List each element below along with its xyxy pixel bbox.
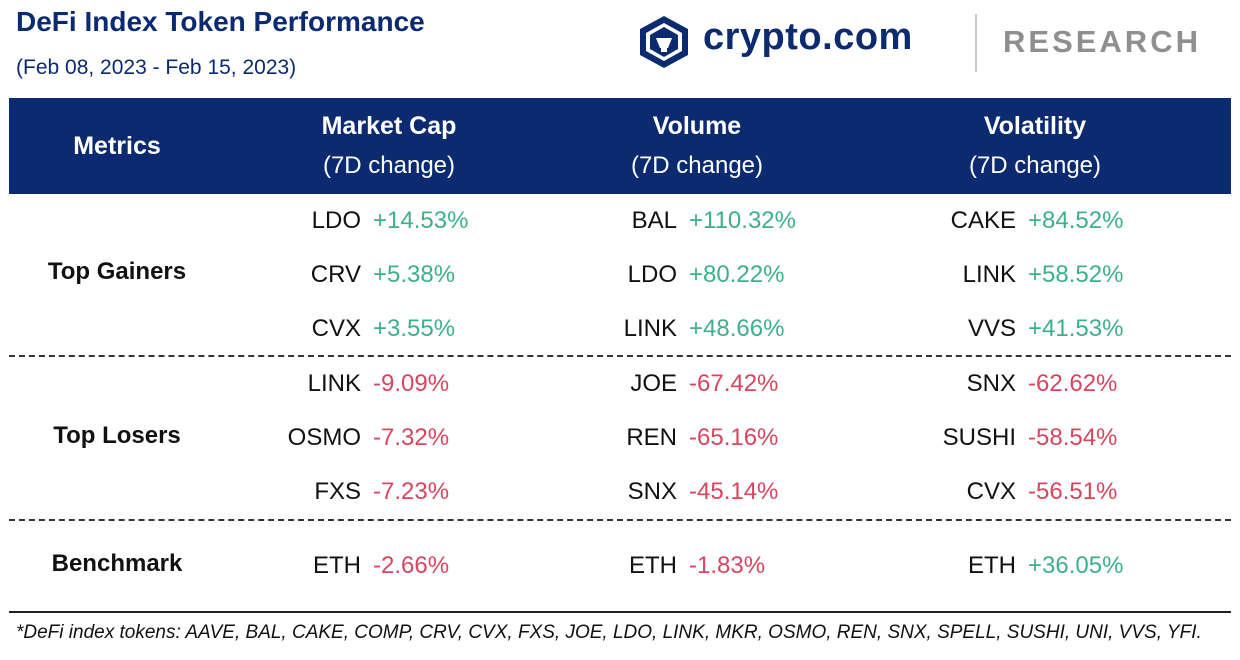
- change-value: +84.52%: [1028, 207, 1124, 234]
- token-symbol: SNX: [627, 478, 677, 505]
- table-cell: VVS +41.53%: [876, 313, 1236, 345]
- token-symbol: ETH: [313, 552, 361, 579]
- table-cell: ETH -2.66%: [221, 550, 621, 582]
- change-value: -9.09%: [373, 370, 450, 397]
- table-cell: LDO +80.22%: [537, 259, 937, 291]
- table-header: Metrics Market Cap (7D change) Volume (7…: [9, 98, 1231, 194]
- table-cell: JOE -67.42%: [537, 368, 937, 400]
- table-cell: ETH -1.83%: [537, 550, 937, 582]
- row-label-top-gainers: Top Gainers: [47, 258, 187, 285]
- token-symbol: CRV: [310, 261, 361, 288]
- token-symbol: CVX: [311, 315, 361, 342]
- table-cell: LINK +58.52%: [876, 259, 1236, 291]
- token-symbol: LINK: [623, 315, 677, 342]
- token-symbol: LINK: [962, 261, 1016, 288]
- header-divider: [975, 14, 977, 72]
- change-value: +110.32%: [689, 207, 796, 234]
- section-divider: [9, 519, 1231, 521]
- token-symbol: OSMO: [287, 424, 361, 451]
- header-market-cap-sub: (7D change): [322, 152, 456, 179]
- header-market-cap-label: Market Cap: [321, 112, 457, 140]
- table-cell: CVX +3.55%: [221, 313, 621, 345]
- crypto-com-logo-icon: [640, 16, 688, 68]
- header-metrics-label: Metrics: [73, 132, 161, 160]
- change-value: -65.16%: [689, 424, 779, 451]
- row-label-benchmark: Benchmark: [51, 550, 183, 577]
- page-title: DeFi Index Token Performance: [16, 6, 425, 37]
- change-value: -7.23%: [373, 478, 450, 505]
- change-value: -45.14%: [689, 478, 779, 505]
- token-symbol: LINK: [307, 370, 361, 397]
- token-symbol: ETH: [968, 552, 1016, 579]
- table-cell: CVX -56.51%: [876, 476, 1236, 508]
- change-value: +41.53%: [1028, 315, 1124, 342]
- table-cell: SNX -45.14%: [537, 476, 937, 508]
- token-symbol: FXS: [314, 478, 361, 505]
- token-symbol: LDO: [627, 261, 677, 288]
- token-symbol: SNX: [966, 370, 1016, 397]
- change-value: +80.22%: [689, 261, 785, 288]
- change-value: -62.62%: [1028, 370, 1118, 397]
- table-cell: CAKE +84.52%: [876, 205, 1236, 237]
- token-symbol: VVS: [967, 315, 1016, 342]
- change-value: +3.55%: [373, 315, 456, 342]
- report-header: DeFi Index Token Performance (Feb 08, 20…: [0, 0, 1240, 98]
- header-volatility: Volatility (7D change): [885, 98, 1185, 194]
- row-label-top-losers: Top Losers: [53, 422, 181, 449]
- table-cell: CRV +5.38%: [221, 259, 621, 291]
- header-metrics: Metrics: [9, 98, 225, 194]
- research-label: RESEARCH: [1003, 24, 1201, 59]
- token-symbol: BAL: [631, 207, 677, 234]
- table-cell: SUSHI -58.54%: [876, 422, 1236, 454]
- token-symbol: JOE: [630, 370, 677, 397]
- change-value: -58.54%: [1028, 424, 1118, 451]
- token-symbol: ETH: [629, 552, 677, 579]
- table-cell: BAL +110.32%: [537, 205, 937, 237]
- header-volatility-sub: (7D change): [968, 152, 1102, 179]
- footer-divider: [9, 611, 1231, 613]
- table-cell: OSMO -7.32%: [221, 422, 621, 454]
- header-volume-sub: (7D change): [630, 152, 764, 179]
- change-value: -2.66%: [373, 552, 450, 579]
- section-divider: [9, 355, 1231, 357]
- footnote: *DeFi index tokens: AAVE, BAL, CAKE, COM…: [16, 622, 1202, 643]
- change-value: -7.32%: [373, 424, 450, 451]
- token-symbol: CVX: [966, 478, 1016, 505]
- table-cell: LINK -9.09%: [221, 368, 621, 400]
- change-value: -56.51%: [1028, 478, 1118, 505]
- change-value: +5.38%: [373, 261, 456, 288]
- change-value: +48.66%: [689, 315, 785, 342]
- date-range: (Feb 08, 2023 - Feb 15, 2023): [16, 56, 297, 79]
- header-volatility-label: Volatility: [983, 112, 1087, 140]
- table-cell: SNX -62.62%: [876, 368, 1236, 400]
- token-symbol: REN: [626, 424, 677, 451]
- table-cell: LDO +14.53%: [221, 205, 621, 237]
- token-symbol: SUSHI: [942, 424, 1016, 451]
- table-cell: FXS -7.23%: [221, 476, 621, 508]
- table-cell: LINK +48.66%: [537, 313, 937, 345]
- change-value: +36.05%: [1028, 552, 1124, 579]
- table-cell: REN -65.16%: [537, 422, 937, 454]
- token-symbol: CAKE: [950, 207, 1016, 234]
- header-market-cap: Market Cap (7D change): [239, 98, 539, 194]
- change-value: +58.52%: [1028, 261, 1124, 288]
- change-value: -1.83%: [689, 552, 766, 579]
- brand-name: crypto.com: [703, 16, 913, 58]
- change-value: -67.42%: [689, 370, 779, 397]
- header-volume-label: Volume: [652, 112, 742, 140]
- token-symbol: LDO: [311, 207, 361, 234]
- header-volume: Volume (7D change): [547, 98, 847, 194]
- table-cell: ETH +36.05%: [876, 550, 1236, 582]
- change-value: +14.53%: [373, 207, 469, 234]
